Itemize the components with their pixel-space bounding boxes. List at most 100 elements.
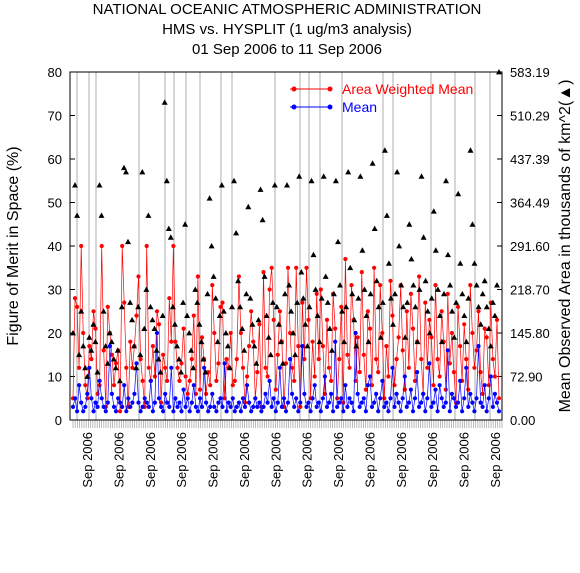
awm-point	[372, 265, 377, 270]
mean-point	[120, 404, 125, 409]
awm-point	[144, 243, 149, 249]
awm-point	[292, 378, 297, 383]
mean-point	[486, 396, 491, 401]
area-point	[310, 251, 317, 258]
awm-point	[464, 357, 469, 362]
x-tick-label: Sep 2006	[174, 432, 189, 488]
area-point	[318, 295, 325, 301]
awm-point	[156, 322, 162, 327]
area-point	[171, 321, 178, 327]
area-point	[100, 308, 107, 314]
area-point	[98, 212, 105, 218]
mean-point	[138, 409, 143, 414]
mean-point	[394, 391, 399, 396]
mean-point	[175, 404, 180, 409]
x-tick-label: Sep 2006	[111, 432, 126, 488]
mean-point	[480, 404, 485, 409]
area-point	[259, 216, 266, 223]
area-point	[204, 290, 211, 297]
mean-point	[433, 387, 438, 392]
mean-point	[449, 391, 454, 396]
awm-point	[232, 378, 237, 383]
y-tick-label: 30	[48, 283, 62, 298]
mean-point	[462, 396, 467, 401]
area-point	[449, 308, 456, 314]
mean-point	[298, 400, 303, 405]
area-point	[471, 260, 478, 266]
awm-point	[296, 344, 301, 349]
awm-point	[437, 374, 442, 379]
awm-point	[386, 374, 391, 379]
mean-point	[492, 391, 497, 396]
area-point	[188, 347, 195, 353]
area-point	[108, 338, 115, 345]
awm-point	[175, 365, 180, 370]
mean-point	[302, 391, 307, 396]
mean-point	[199, 404, 205, 409]
left-axis-ticks: 0 10 20 30 40 50 60 70 80	[48, 65, 75, 428]
mean-point	[415, 370, 420, 375]
awm-point	[109, 352, 114, 357]
area-point	[231, 177, 237, 184]
awm-point	[314, 291, 319, 296]
mean-point	[177, 400, 182, 405]
x-tick-label: Sep 2006	[80, 432, 95, 488]
area-point	[416, 286, 423, 292]
mean-point	[396, 400, 401, 405]
mean-point	[265, 400, 270, 405]
mean-point	[290, 391, 295, 396]
area-point	[182, 221, 189, 227]
mean-point	[103, 409, 108, 414]
area-point	[263, 312, 270, 318]
mean-point	[113, 409, 119, 414]
awm-point	[191, 313, 196, 318]
awm-point	[113, 361, 119, 366]
awm-point	[124, 365, 129, 370]
awm-point	[105, 304, 110, 309]
mean-point	[339, 396, 344, 401]
mean-point	[341, 409, 346, 414]
awm-point	[425, 365, 430, 370]
awm-point	[294, 265, 299, 270]
awm-point	[310, 339, 315, 344]
awm-point	[302, 357, 307, 362]
mean-point	[429, 404, 434, 409]
awm-point	[333, 326, 338, 331]
mean-point	[226, 400, 231, 405]
area-point	[473, 282, 480, 288]
awm-point	[494, 317, 500, 322]
mean-point	[331, 409, 336, 414]
area-point	[479, 290, 486, 297]
area-point	[174, 343, 180, 349]
mean-point	[378, 396, 383, 401]
x-tick-label: Sep 2006	[394, 432, 409, 488]
mean-point	[81, 409, 86, 414]
awm-point	[222, 396, 227, 401]
legend-awm-marker	[327, 86, 333, 92]
awm-point	[449, 330, 454, 336]
mean-point	[406, 400, 411, 405]
area-point	[398, 282, 405, 288]
awm-point	[365, 309, 370, 314]
mean-point	[179, 409, 184, 414]
area-point	[475, 303, 482, 310]
awm-point	[380, 330, 385, 336]
area-point	[467, 147, 474, 153]
area-point	[322, 273, 329, 279]
y-tick-label: 10	[48, 370, 62, 385]
awm-point	[316, 357, 321, 362]
area-point	[394, 169, 401, 175]
mean-point	[386, 409, 391, 414]
mean-point	[251, 404, 256, 409]
area-point	[137, 351, 144, 358]
mean-point	[257, 400, 262, 405]
awm-point	[138, 357, 143, 362]
awm-point	[419, 357, 424, 362]
mean-point	[83, 404, 88, 409]
mean-point	[152, 400, 157, 405]
mean-point	[349, 400, 354, 405]
area-point	[447, 282, 454, 288]
area-point	[349, 290, 356, 297]
area-point	[469, 221, 476, 227]
mean-point	[365, 383, 370, 388]
